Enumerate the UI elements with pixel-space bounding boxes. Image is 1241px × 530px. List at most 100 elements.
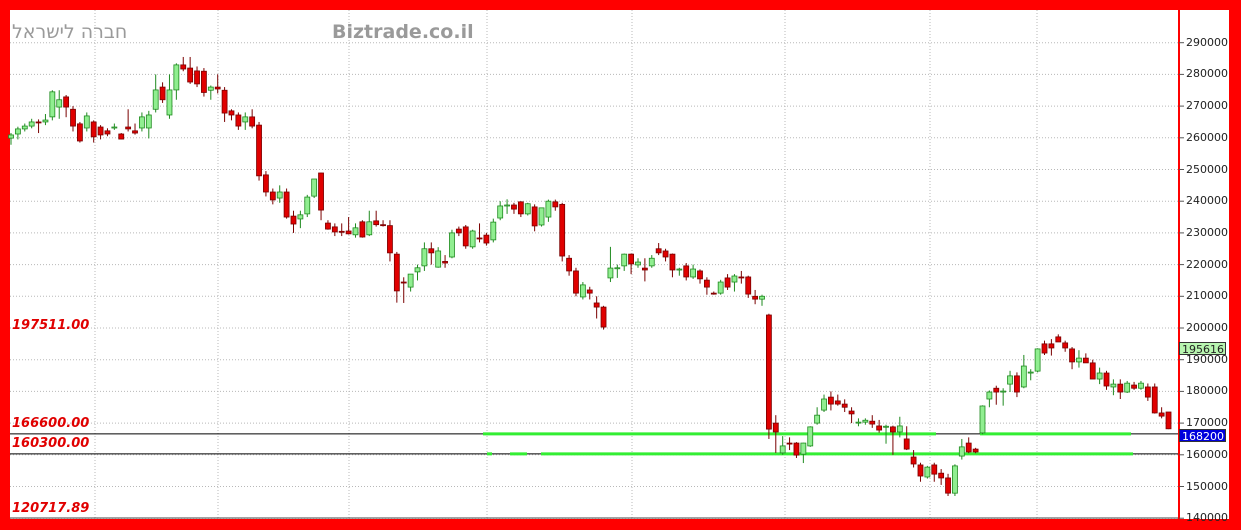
candle-body — [497, 205, 504, 219]
candle-down — [194, 66, 200, 88]
candle-body — [407, 273, 414, 288]
candle-body — [1014, 375, 1020, 393]
candle-body — [476, 237, 483, 240]
candle-down — [380, 220, 386, 227]
candle-down — [890, 425, 896, 455]
candle-body — [779, 445, 786, 454]
candle-down — [697, 269, 703, 284]
candle-body — [483, 234, 490, 244]
candle-body — [793, 442, 800, 456]
candle-down — [462, 224, 469, 249]
candle-body — [77, 123, 83, 142]
candle-up — [145, 110, 152, 139]
y-tick-label: 250000 — [1186, 162, 1228, 176]
candle-body — [90, 121, 97, 138]
candle-down — [566, 255, 572, 276]
candle-body — [359, 221, 366, 238]
candle-down — [118, 133, 125, 140]
candle-body — [814, 414, 821, 424]
candle-body — [1055, 336, 1062, 343]
candle-down — [600, 305, 607, 330]
candle-down — [683, 263, 690, 281]
candle-up — [807, 426, 814, 447]
candle-down — [483, 232, 490, 246]
candle-up — [690, 264, 697, 279]
candle-body — [848, 410, 855, 415]
candle-down — [828, 391, 834, 411]
candle-down — [938, 469, 945, 485]
candle-body — [766, 314, 772, 430]
candle-up — [1027, 369, 1034, 381]
candle-body — [304, 196, 311, 215]
candle-body — [938, 472, 945, 479]
candle-up — [800, 442, 807, 464]
candle-body — [35, 121, 42, 124]
y-tick-label: 190000 — [1186, 352, 1228, 366]
candle-body — [145, 114, 152, 129]
candle-up — [731, 274, 738, 292]
candle-up — [1034, 348, 1041, 373]
candle-down — [90, 120, 97, 143]
candle-body — [8, 134, 14, 139]
candle-body — [559, 203, 566, 257]
candle-down — [848, 407, 855, 424]
candle-body — [1117, 383, 1124, 393]
candle-body — [586, 289, 593, 294]
candle-down — [662, 248, 669, 262]
candle-down — [318, 172, 324, 221]
candle-down — [511, 202, 517, 214]
candle-up — [952, 464, 958, 497]
candle-down — [345, 217, 352, 235]
candle-down — [442, 255, 448, 268]
candle-up — [304, 194, 311, 218]
candle-body — [890, 426, 896, 433]
candle-up — [1096, 367, 1103, 385]
candle-body — [1165, 411, 1172, 430]
candle-up — [504, 199, 510, 214]
candle-up — [779, 436, 786, 455]
candle-up — [42, 114, 49, 126]
candle-body — [455, 228, 462, 234]
candle-body — [545, 200, 552, 218]
candle-down — [724, 274, 731, 290]
candle-body — [1151, 386, 1158, 414]
candle-up — [1138, 380, 1144, 390]
candle-down — [766, 313, 772, 439]
candle-body — [786, 442, 793, 445]
candle-body — [400, 281, 407, 284]
candle-body — [366, 221, 373, 236]
candle-body — [297, 214, 304, 220]
candle-down — [290, 210, 297, 233]
candle-up — [14, 126, 21, 140]
candle-body — [414, 267, 421, 273]
candle-down — [269, 188, 276, 205]
candle-up — [648, 255, 655, 268]
candle-up — [821, 394, 827, 413]
candle-up — [56, 90, 63, 119]
candle-body — [118, 133, 125, 140]
candle-body — [986, 391, 993, 400]
candle-down — [228, 109, 235, 121]
candle-body — [717, 281, 724, 294]
candle-up — [1000, 388, 1007, 406]
candle-body — [139, 116, 145, 129]
y-tick-label: 240000 — [1186, 194, 1228, 208]
level-label-low: 120717.89 — [12, 501, 90, 516]
candle-body — [201, 70, 207, 93]
candles — [8, 56, 1172, 497]
candle-body — [910, 456, 917, 465]
candle-down — [187, 56, 194, 84]
candle-body — [373, 220, 380, 226]
level-label-high: 197511.00 — [12, 318, 90, 333]
company-name: חברה לישראל — [12, 21, 128, 43]
y-tick-label: 200000 — [1186, 321, 1228, 334]
candle-down — [910, 450, 917, 468]
candle-up — [538, 207, 545, 227]
candle-body — [269, 191, 276, 201]
candle-down — [201, 68, 207, 97]
candle-body — [28, 121, 35, 127]
candle-body — [70, 108, 76, 127]
candle-body — [669, 253, 676, 271]
candle-body — [256, 124, 262, 177]
candle-down — [70, 106, 76, 132]
